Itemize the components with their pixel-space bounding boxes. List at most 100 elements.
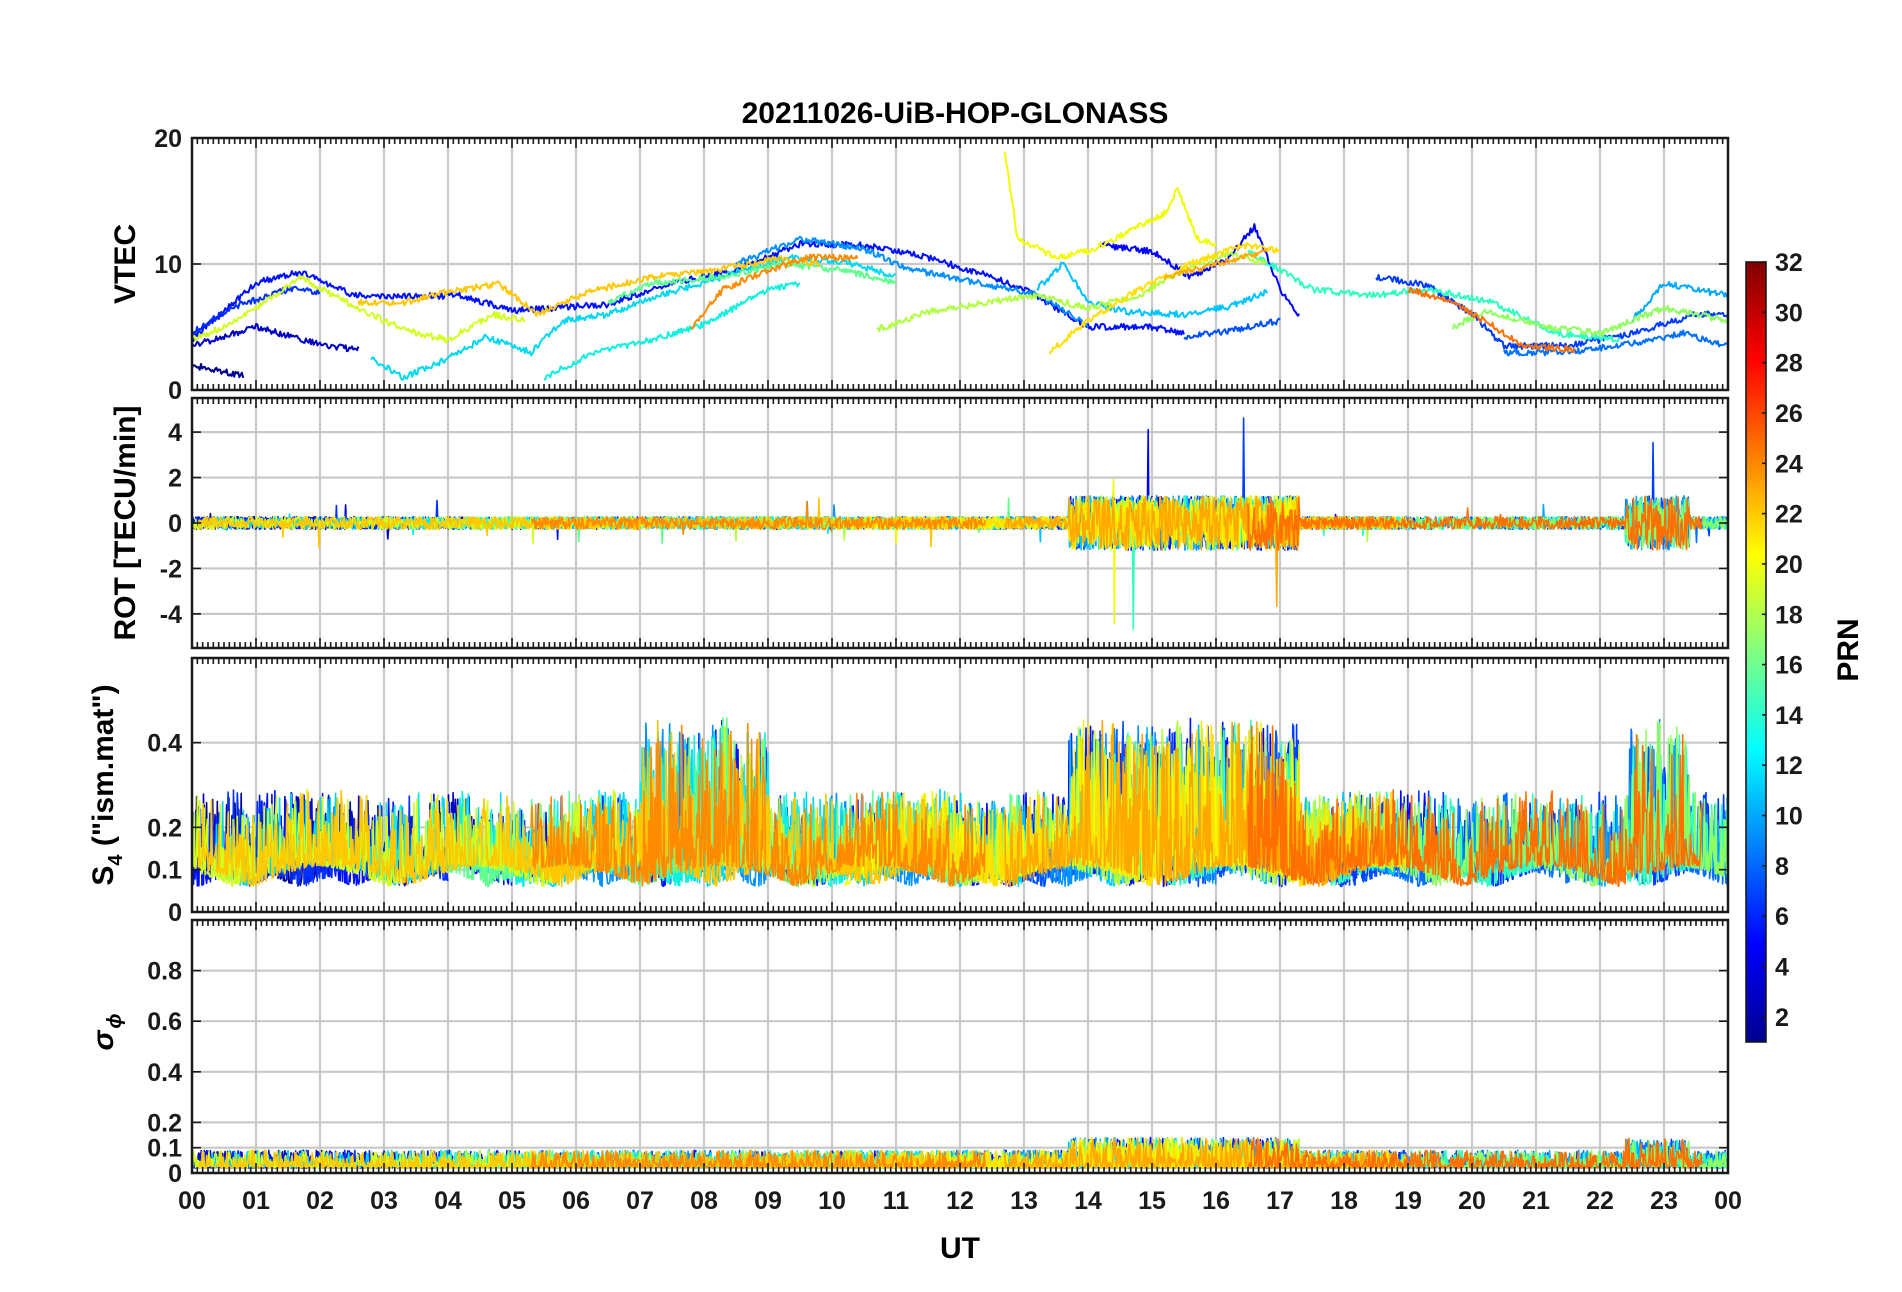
x-tick-label: 14: [1074, 1187, 1102, 1215]
x-axis-label: UT: [940, 1232, 980, 1265]
series-line-prn-14: [1247, 249, 1621, 343]
x-tick-label: 16: [1202, 1187, 1230, 1215]
y-tick-label: 0: [168, 899, 182, 927]
x-tick-label: 00: [1714, 1187, 1742, 1215]
x-tick-label: 01: [242, 1187, 270, 1215]
series-line-prn-24: [1247, 1137, 1703, 1169]
series-line-prn-23: [530, 722, 986, 887]
series-line-prn-21: [197, 1149, 948, 1169]
colorbar-tick-label: 12: [1775, 752, 1803, 780]
series-line-prn-16: [1451, 304, 1728, 337]
colorbar-gradient: [1745, 261, 1767, 1043]
colorbar-tick-label: 4: [1775, 954, 1789, 982]
x-tick-label: 00: [178, 1187, 206, 1215]
colorbar-tick-label: 20: [1775, 551, 1803, 579]
colorbar-tick-label: 6: [1775, 903, 1789, 931]
series-line-prn-19: [1003, 151, 1217, 260]
series-line-prn-24: [1247, 725, 1703, 888]
x-tick-label: 13: [1010, 1187, 1038, 1215]
sigphi-ylabel-main: σ: [87, 1030, 120, 1051]
series-line-prn-17: [876, 250, 1268, 333]
series-line-prn-10: [1631, 281, 1728, 323]
rot-ylabel: ROT [TECU/min]: [109, 406, 142, 641]
x-tick-label: 04: [434, 1187, 462, 1215]
x-tick-label: 19: [1394, 1187, 1422, 1215]
series-line-prn-24: [1407, 286, 1576, 354]
y-tick-label: 0: [168, 1160, 182, 1188]
x-tick-label: 18: [1330, 1187, 1358, 1215]
y-tick-label: 0.1: [147, 1135, 182, 1163]
x-tick-label: 20: [1458, 1187, 1486, 1215]
y-tick-label: 0: [168, 510, 182, 538]
vtec-ylabel: VTEC: [109, 224, 142, 304]
x-tick-label: 11: [883, 1187, 910, 1215]
y-tick-label: 0.6: [147, 1008, 182, 1036]
s4-ylabel: S4 ("ism.mat"): [87, 684, 127, 885]
y-tick-label: 0.2: [147, 814, 182, 842]
x-tick-label: 05: [498, 1187, 526, 1215]
y-tick-label: 4: [168, 419, 182, 447]
series-line-prn-23: [530, 500, 986, 536]
colorbar-tick-label: 22: [1775, 501, 1803, 529]
series-line-prn-24: [1247, 495, 1703, 551]
x-tick-label: 15: [1138, 1187, 1166, 1215]
x-tick-label: 23: [1650, 1187, 1678, 1215]
x-tick-label: 03: [370, 1187, 398, 1215]
panel-rot: -4 -2 0 2 4: [160, 396, 1730, 650]
series-line-prn-5: [1099, 223, 1301, 317]
s4-ylabel-sub: 4: [105, 854, 127, 866]
y-tick-label: 0.4: [147, 730, 182, 758]
y-tick-label: 2: [168, 465, 182, 493]
series-line-prn-22: [1004, 495, 1396, 608]
colorbar-label: PRN: [1832, 618, 1865, 681]
series-line-prn-13: [543, 281, 800, 381]
series-line-prn-20: [1048, 241, 1280, 355]
colorbar-tick-label: 18: [1775, 601, 1803, 629]
colorbar-tick-label: 32: [1775, 249, 1803, 277]
series-line-prn-6: [1183, 317, 1281, 341]
series-line-prn-22: [1163, 247, 1269, 280]
s4-ylabel-rest: ("ism.mat"): [87, 684, 120, 854]
x-tick-label: 09: [754, 1187, 782, 1215]
colorbar-tick-label: 14: [1775, 702, 1803, 730]
series-line-prn-23: [690, 253, 859, 330]
x-tick-label: 07: [626, 1187, 654, 1215]
panel-s4: 0 0.1 0.2 0.4: [147, 656, 1730, 927]
series-line-prn-15: [607, 261, 897, 305]
series-line-prn-22: [1004, 1137, 1396, 1169]
sigphi-ylabel-sub: ϕ: [104, 1013, 126, 1028]
series-line-prn-8: [1503, 329, 1728, 357]
x-tick-label: 17: [1266, 1187, 1294, 1215]
series-line-prn-22: [1004, 719, 1396, 888]
y-tick-label: 0.8: [147, 958, 182, 986]
y-tick-label: -2: [160, 555, 182, 583]
x-tick-label: 10: [818, 1187, 846, 1215]
series-line-prn-1: [192, 363, 245, 379]
x-tick-label: 21: [1522, 1187, 1550, 1215]
sigphi-ylabel: σϕ: [87, 1013, 126, 1050]
colorbar-tick-label: 28: [1775, 350, 1803, 378]
series-line-prn-2: [192, 323, 360, 353]
x-tick-label: 22: [1586, 1187, 1614, 1215]
x-tick-label: 12: [946, 1187, 974, 1215]
series-line-prn-23: [530, 1149, 986, 1169]
series-line-prn-21: [357, 254, 821, 318]
series-line-prn-9: [735, 235, 1089, 328]
y-tick-label: 0.2: [147, 1109, 182, 1137]
y-tick-label: 0: [168, 377, 182, 405]
colorbar-tick-label: 24: [1775, 450, 1803, 478]
series-line-prn-12: [370, 254, 897, 381]
x-tick-label: 06: [562, 1187, 590, 1215]
y-tick-label: -4: [160, 601, 182, 629]
colorbar-tick-label: 2: [1775, 1004, 1789, 1032]
colorbar-tick-label: 16: [1775, 652, 1803, 680]
series-line-prn-18: [192, 274, 526, 344]
colorbar-tick-label: 8: [1775, 853, 1789, 881]
y-tick-label: 10: [154, 251, 182, 279]
s4-ylabel-main: S: [87, 866, 120, 886]
x-tick-label: 08: [690, 1187, 718, 1215]
chart-title: 20211026-UiB-HOP-GLONASS: [742, 97, 1169, 130]
x-axis: 00 01 02 03 04 05 06 07 08 09 10 11 12 13 14 15 16 17 18 19…: [178, 1187, 1742, 1215]
